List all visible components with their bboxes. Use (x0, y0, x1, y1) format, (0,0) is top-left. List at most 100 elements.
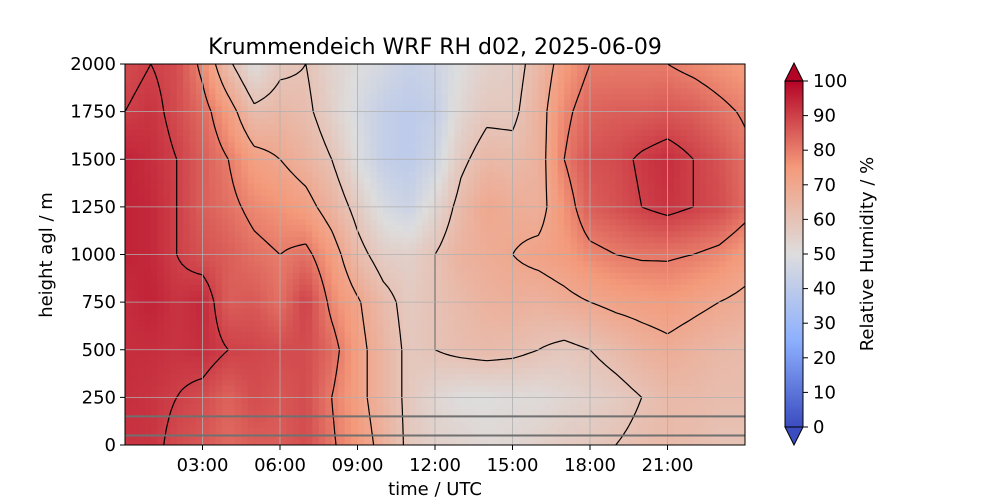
heatmap-cell (447, 391, 455, 398)
heatmap-cell (499, 183, 507, 190)
heatmap-cell (428, 189, 436, 196)
heatmap-cell (570, 361, 578, 369)
heatmap-cell (706, 177, 714, 184)
heatmap-cell (673, 415, 682, 422)
heatmap-cell (738, 171, 745, 178)
heatmap-cell (351, 391, 359, 398)
heatmap-cell (338, 194, 346, 202)
heatmap-cell (725, 135, 733, 142)
heatmap-cell (699, 409, 707, 416)
heatmap-cell (144, 200, 152, 208)
heatmap-cell (325, 242, 333, 250)
heatmap-cell (351, 385, 359, 393)
heatmap-cell (712, 439, 720, 445)
heatmap-cell (376, 278, 384, 285)
heatmap-cell (577, 397, 585, 404)
heatmap-cell (409, 194, 417, 202)
heatmap-cell (712, 373, 720, 381)
heatmap-cell (712, 319, 720, 327)
heatmap-cell (402, 141, 410, 148)
heatmap-cell (622, 439, 630, 445)
heatmap-cell (493, 314, 501, 321)
heatmap-cell (460, 153, 468, 160)
heatmap-cell (738, 355, 745, 363)
heatmap-cell (286, 177, 294, 184)
heatmap-cell (699, 331, 707, 339)
heatmap-cell (208, 349, 217, 357)
heatmap-cell (363, 415, 372, 422)
heatmap-cell (280, 427, 288, 434)
heatmap-cell (170, 248, 178, 256)
heatmap-cell (376, 177, 384, 184)
heatmap-cell (273, 355, 281, 363)
heatmap-cell (493, 415, 501, 422)
heatmap-cell (525, 403, 533, 410)
heatmap-cell (506, 200, 514, 208)
heatmap-cell (344, 177, 352, 184)
heatmap-cell (280, 367, 288, 375)
heatmap-cell (673, 206, 682, 214)
heatmap-cell (305, 272, 313, 279)
heatmap-cell (622, 224, 630, 232)
heatmap-cell (538, 373, 546, 381)
heatmap-cell (402, 290, 410, 297)
heatmap-cell (125, 206, 133, 214)
heatmap-cell (409, 266, 417, 273)
heatmap-cell (344, 385, 352, 393)
heatmap-cell (299, 194, 307, 202)
heatmap-cell (312, 266, 320, 273)
heatmap-cell (499, 206, 507, 214)
heatmap-cell (732, 409, 740, 416)
heatmap-cell (338, 427, 346, 434)
heatmap-cell (680, 421, 688, 428)
heatmap-cell (615, 439, 623, 445)
heatmap-cell (396, 385, 404, 393)
heatmap-cell (635, 212, 643, 220)
heatmap-cell (648, 319, 656, 327)
heatmap-cell (183, 189, 191, 196)
heatmap-cell (454, 325, 462, 333)
heatmap-cell (531, 355, 539, 363)
heatmap-cell (570, 331, 578, 339)
heatmap-cell (551, 325, 559, 333)
heatmap-cell (292, 147, 300, 154)
heatmap-cell (234, 183, 242, 190)
heatmap-cell (318, 254, 326, 262)
heatmap-cell (441, 391, 449, 398)
heatmap-cell (686, 266, 694, 273)
heatmap-cell (286, 165, 294, 172)
heatmap-cell (325, 284, 333, 291)
heatmap-cell (144, 153, 152, 160)
heatmap-cell (389, 212, 397, 220)
heatmap-cell (531, 165, 539, 172)
heatmap-cell (292, 135, 300, 142)
heatmap-cell (196, 272, 204, 279)
heatmap-cell (486, 415, 494, 422)
heatmap-cell (557, 314, 565, 321)
heatmap-cell (564, 403, 572, 410)
heatmap-cell (602, 421, 610, 428)
heatmap-cell (693, 325, 701, 333)
heatmap-cell (564, 194, 572, 202)
heatmap-cell (131, 296, 139, 303)
heatmap-cell (551, 373, 559, 381)
heatmap-cell (706, 218, 714, 226)
heatmap-cell (551, 349, 559, 357)
heatmap-cell (312, 349, 320, 357)
heatmap-cell (518, 290, 527, 297)
heatmap-cell (331, 421, 339, 428)
heatmap-cell (699, 189, 707, 196)
heatmap-cell (654, 296, 662, 303)
heatmap-cell (422, 183, 430, 190)
heatmap-cell (493, 343, 501, 351)
heatmap-cell (344, 224, 352, 232)
heatmap-cell (351, 325, 359, 333)
heatmap-cell (732, 379, 740, 387)
heatmap-cell (208, 153, 217, 160)
heatmap-cell (370, 355, 378, 363)
heatmap-cell (480, 236, 488, 244)
heatmap-cell (447, 314, 455, 321)
heatmap-cell (480, 218, 488, 226)
heatmap-cell (680, 260, 688, 267)
heatmap-cell (460, 266, 468, 273)
